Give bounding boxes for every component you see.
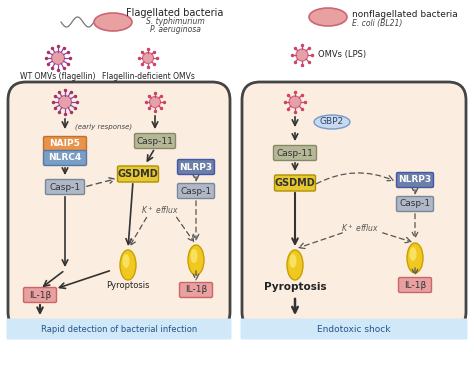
Ellipse shape [314,115,350,129]
Circle shape [58,96,72,108]
Text: IL-1β: IL-1β [185,285,207,294]
Text: NAIP5: NAIP5 [50,140,81,148]
Text: WT OMVs (flagellin): WT OMVs (flagellin) [20,72,96,81]
FancyBboxPatch shape [118,166,158,182]
Text: nonflagellated bacteria: nonflagellated bacteria [352,10,458,19]
Text: Flagellin-deficient OMVs: Flagellin-deficient OMVs [101,72,194,81]
FancyBboxPatch shape [24,288,56,303]
Text: P. aeruginosa: P. aeruginosa [150,25,201,34]
Ellipse shape [407,243,423,273]
Circle shape [149,96,161,108]
Ellipse shape [309,8,347,26]
Text: S. typhimurium: S. typhimurium [146,17,204,26]
Circle shape [52,51,64,64]
Text: GBP2: GBP2 [320,117,344,126]
Text: NLRP3: NLRP3 [399,176,431,184]
FancyBboxPatch shape [242,82,466,330]
FancyBboxPatch shape [274,175,316,191]
Text: Casp-11: Casp-11 [276,148,313,158]
FancyBboxPatch shape [7,318,231,339]
Text: GSDMD: GSDMD [118,169,158,179]
Text: NLRC4: NLRC4 [48,153,82,162]
Text: Flagellated bacteria: Flagellated bacteria [126,8,224,18]
Text: IL-1β: IL-1β [404,280,426,290]
Ellipse shape [290,254,297,268]
Ellipse shape [188,245,204,275]
Text: Pyroptosis: Pyroptosis [106,281,150,290]
Ellipse shape [191,249,198,263]
Ellipse shape [120,250,136,280]
Text: Casp-1: Casp-1 [400,200,430,208]
FancyBboxPatch shape [44,136,86,152]
Text: Pyroptosis: Pyroptosis [264,282,326,292]
Text: GSDMD: GSDMD [274,178,315,188]
Text: K$^+$ efflux: K$^+$ efflux [141,204,179,216]
Text: IL-1β: IL-1β [29,291,51,300]
FancyBboxPatch shape [240,318,467,339]
Text: OMVs (LPS): OMVs (LPS) [318,50,366,58]
FancyBboxPatch shape [396,172,434,188]
Text: Casp-1: Casp-1 [49,183,81,192]
FancyBboxPatch shape [177,183,215,198]
Ellipse shape [122,254,129,268]
FancyBboxPatch shape [8,82,230,330]
FancyBboxPatch shape [180,282,212,297]
Text: NLRP3: NLRP3 [180,162,212,171]
Text: Casp-11: Casp-11 [137,136,173,146]
Ellipse shape [287,250,303,280]
Ellipse shape [94,13,132,31]
FancyBboxPatch shape [273,146,317,160]
Text: K$^+$ efflux: K$^+$ efflux [341,222,379,234]
Text: Casp-1: Casp-1 [181,186,211,195]
Text: Rapid detection of bacterial infection: Rapid detection of bacterial infection [41,324,197,333]
Text: E. coli (BL21): E. coli (BL21) [352,19,402,28]
Circle shape [143,53,154,63]
Ellipse shape [410,247,417,261]
Circle shape [296,49,308,61]
FancyBboxPatch shape [44,150,86,165]
Text: Endotoxic shock: Endotoxic shock [317,324,391,333]
Circle shape [289,96,301,108]
Text: (early response): (early response) [75,124,132,130]
FancyBboxPatch shape [46,180,84,195]
FancyBboxPatch shape [396,196,434,211]
FancyBboxPatch shape [399,278,431,292]
FancyBboxPatch shape [135,134,175,148]
FancyBboxPatch shape [177,159,215,174]
